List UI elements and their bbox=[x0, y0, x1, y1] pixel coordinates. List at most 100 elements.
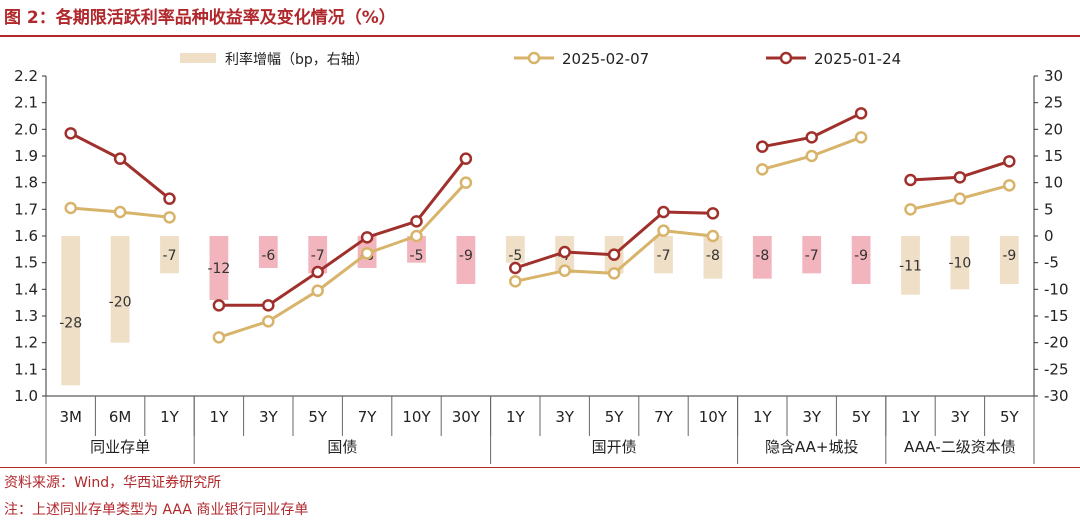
y-tick-label: 1.6 bbox=[14, 227, 38, 245]
y2-tick-label: 20 bbox=[1044, 120, 1063, 138]
bar-data-label: -20 bbox=[109, 294, 132, 310]
series-point bbox=[706, 207, 720, 220]
bar-data-label: -5 bbox=[508, 248, 522, 264]
bar-data-label: -7 bbox=[311, 248, 325, 264]
y-tick-label: 1.4 bbox=[14, 280, 38, 298]
series-point bbox=[657, 224, 670, 237]
series-point bbox=[212, 299, 226, 312]
y2-tick-label: -10 bbox=[1044, 280, 1069, 298]
legend-label-bars: 利率增幅（bp，右轴） bbox=[225, 51, 369, 68]
y2-tick-label: -20 bbox=[1044, 334, 1069, 352]
y-tick-label: 2.2 bbox=[14, 67, 38, 85]
bar bbox=[110, 236, 130, 343]
y-axis-left: 1.0 1.1 1.2 1.3 1.4 1.5 1.6 1.7 1.8 1.9 2.0 2.1 2.2 bbox=[14, 67, 47, 405]
series-point bbox=[360, 247, 374, 260]
series-point bbox=[360, 231, 374, 244]
footer-divider bbox=[0, 467, 1080, 468]
y2-tick-label: 5 bbox=[1044, 200, 1054, 218]
line-series bbox=[64, 107, 1016, 344]
series-point bbox=[607, 248, 621, 261]
bar-data-label: -8 bbox=[706, 248, 720, 264]
y-tick-label: 1.1 bbox=[14, 360, 38, 378]
group-label: 同业存单 bbox=[90, 438, 150, 456]
series-point bbox=[64, 127, 77, 140]
series-point bbox=[558, 264, 571, 277]
series-point bbox=[1003, 179, 1016, 192]
bar bbox=[654, 236, 673, 274]
bar-data-label: -12 bbox=[207, 261, 230, 277]
y2-tick-label: 25 bbox=[1044, 94, 1063, 112]
y-tick-label: 1.3 bbox=[14, 307, 38, 325]
y-tick-label: 2.1 bbox=[14, 94, 38, 112]
y2-tick-label: -5 bbox=[1044, 254, 1059, 272]
series-point bbox=[163, 192, 176, 205]
series-point bbox=[607, 267, 621, 280]
series-point bbox=[756, 140, 769, 153]
series-point bbox=[756, 163, 769, 176]
series-point bbox=[805, 149, 818, 163]
series-line bbox=[70, 131, 171, 200]
bar-data-label: -7 bbox=[657, 248, 671, 264]
footnote: 注：上述同业存单类型为 AAA 商业银行同业存单 bbox=[4, 502, 309, 518]
x-tick-label: 3M bbox=[59, 408, 82, 426]
series-point bbox=[262, 315, 275, 328]
title-divider bbox=[0, 35, 1080, 37]
bar bbox=[61, 236, 81, 386]
bar bbox=[703, 236, 723, 279]
legend-marker-old bbox=[779, 51, 793, 65]
bar-data-label: -28 bbox=[59, 316, 82, 332]
x-tick-label: 1Y bbox=[210, 408, 230, 426]
bar-data-label: -9 bbox=[854, 248, 868, 264]
legend-swatch-bars bbox=[180, 53, 216, 63]
bar-series: -28-20-7-12-6-7-6-5-9-5-7-7-7-8-8-7-9-11… bbox=[59, 236, 1019, 386]
series-line bbox=[218, 157, 468, 307]
series-point bbox=[854, 131, 868, 144]
series-point bbox=[509, 261, 522, 275]
group-label: 国开债 bbox=[592, 438, 637, 456]
bar bbox=[505, 236, 525, 263]
x-tick-label: 7Y bbox=[654, 408, 674, 426]
series-point bbox=[657, 205, 670, 219]
bar-data-label: -5 bbox=[410, 248, 424, 264]
legend-label-new: 2025-02-07 bbox=[562, 50, 649, 68]
bar bbox=[407, 236, 426, 263]
series-point bbox=[953, 171, 967, 184]
x-tick-label: 3Y bbox=[555, 408, 575, 426]
legend-label-old: 2025-01-24 bbox=[814, 50, 901, 68]
x-tick-label: 3Y bbox=[259, 408, 279, 426]
x-tick-label: 5Y bbox=[852, 408, 872, 426]
legend-marker-new bbox=[527, 51, 541, 65]
x-tick-label: 5Y bbox=[308, 408, 328, 426]
group-label: AAA-二级资本债 bbox=[904, 438, 1016, 456]
bar-data-label: -7 bbox=[163, 248, 177, 264]
y2-tick-label: -15 bbox=[1044, 307, 1069, 325]
source-note: 资料来源：Wind，华西证券研究所 bbox=[4, 475, 222, 491]
x-tick-label: 5Y bbox=[605, 408, 625, 426]
group-label: 国债 bbox=[327, 438, 357, 456]
bar-data-label: -8 bbox=[755, 248, 769, 264]
x-tick-label: 1Y bbox=[506, 408, 526, 426]
series-point bbox=[953, 192, 967, 205]
x-tick-label: 10Y bbox=[699, 408, 728, 426]
y-tick-label: 1.7 bbox=[14, 200, 38, 218]
bar-data-label: -9 bbox=[1002, 248, 1016, 264]
bar bbox=[160, 236, 179, 274]
x-tick-label: 5Y bbox=[1000, 408, 1020, 426]
chart-title: 图 2：各期限活跃利率品种收益率及变化情况（%） bbox=[4, 8, 396, 28]
x-tick-label: 1Y bbox=[753, 408, 773, 426]
series-point bbox=[558, 245, 571, 259]
y2-tick-label: 15 bbox=[1044, 147, 1063, 165]
series-point bbox=[854, 107, 868, 120]
x-tick-label: 6M bbox=[109, 408, 132, 426]
series-point bbox=[410, 215, 423, 228]
series-point bbox=[113, 205, 127, 219]
y-tick-label: 1.2 bbox=[14, 334, 38, 352]
bar bbox=[308, 236, 328, 274]
x-tick-label: 1Y bbox=[901, 408, 921, 426]
series-point bbox=[113, 152, 127, 165]
series-point bbox=[904, 203, 917, 216]
series-point bbox=[262, 299, 275, 312]
series-point bbox=[64, 201, 77, 215]
x-tick-label: 3Y bbox=[802, 408, 822, 426]
legend: 利率增幅（bp，右轴） 2025-02-07 2025-01-24 bbox=[180, 50, 901, 68]
